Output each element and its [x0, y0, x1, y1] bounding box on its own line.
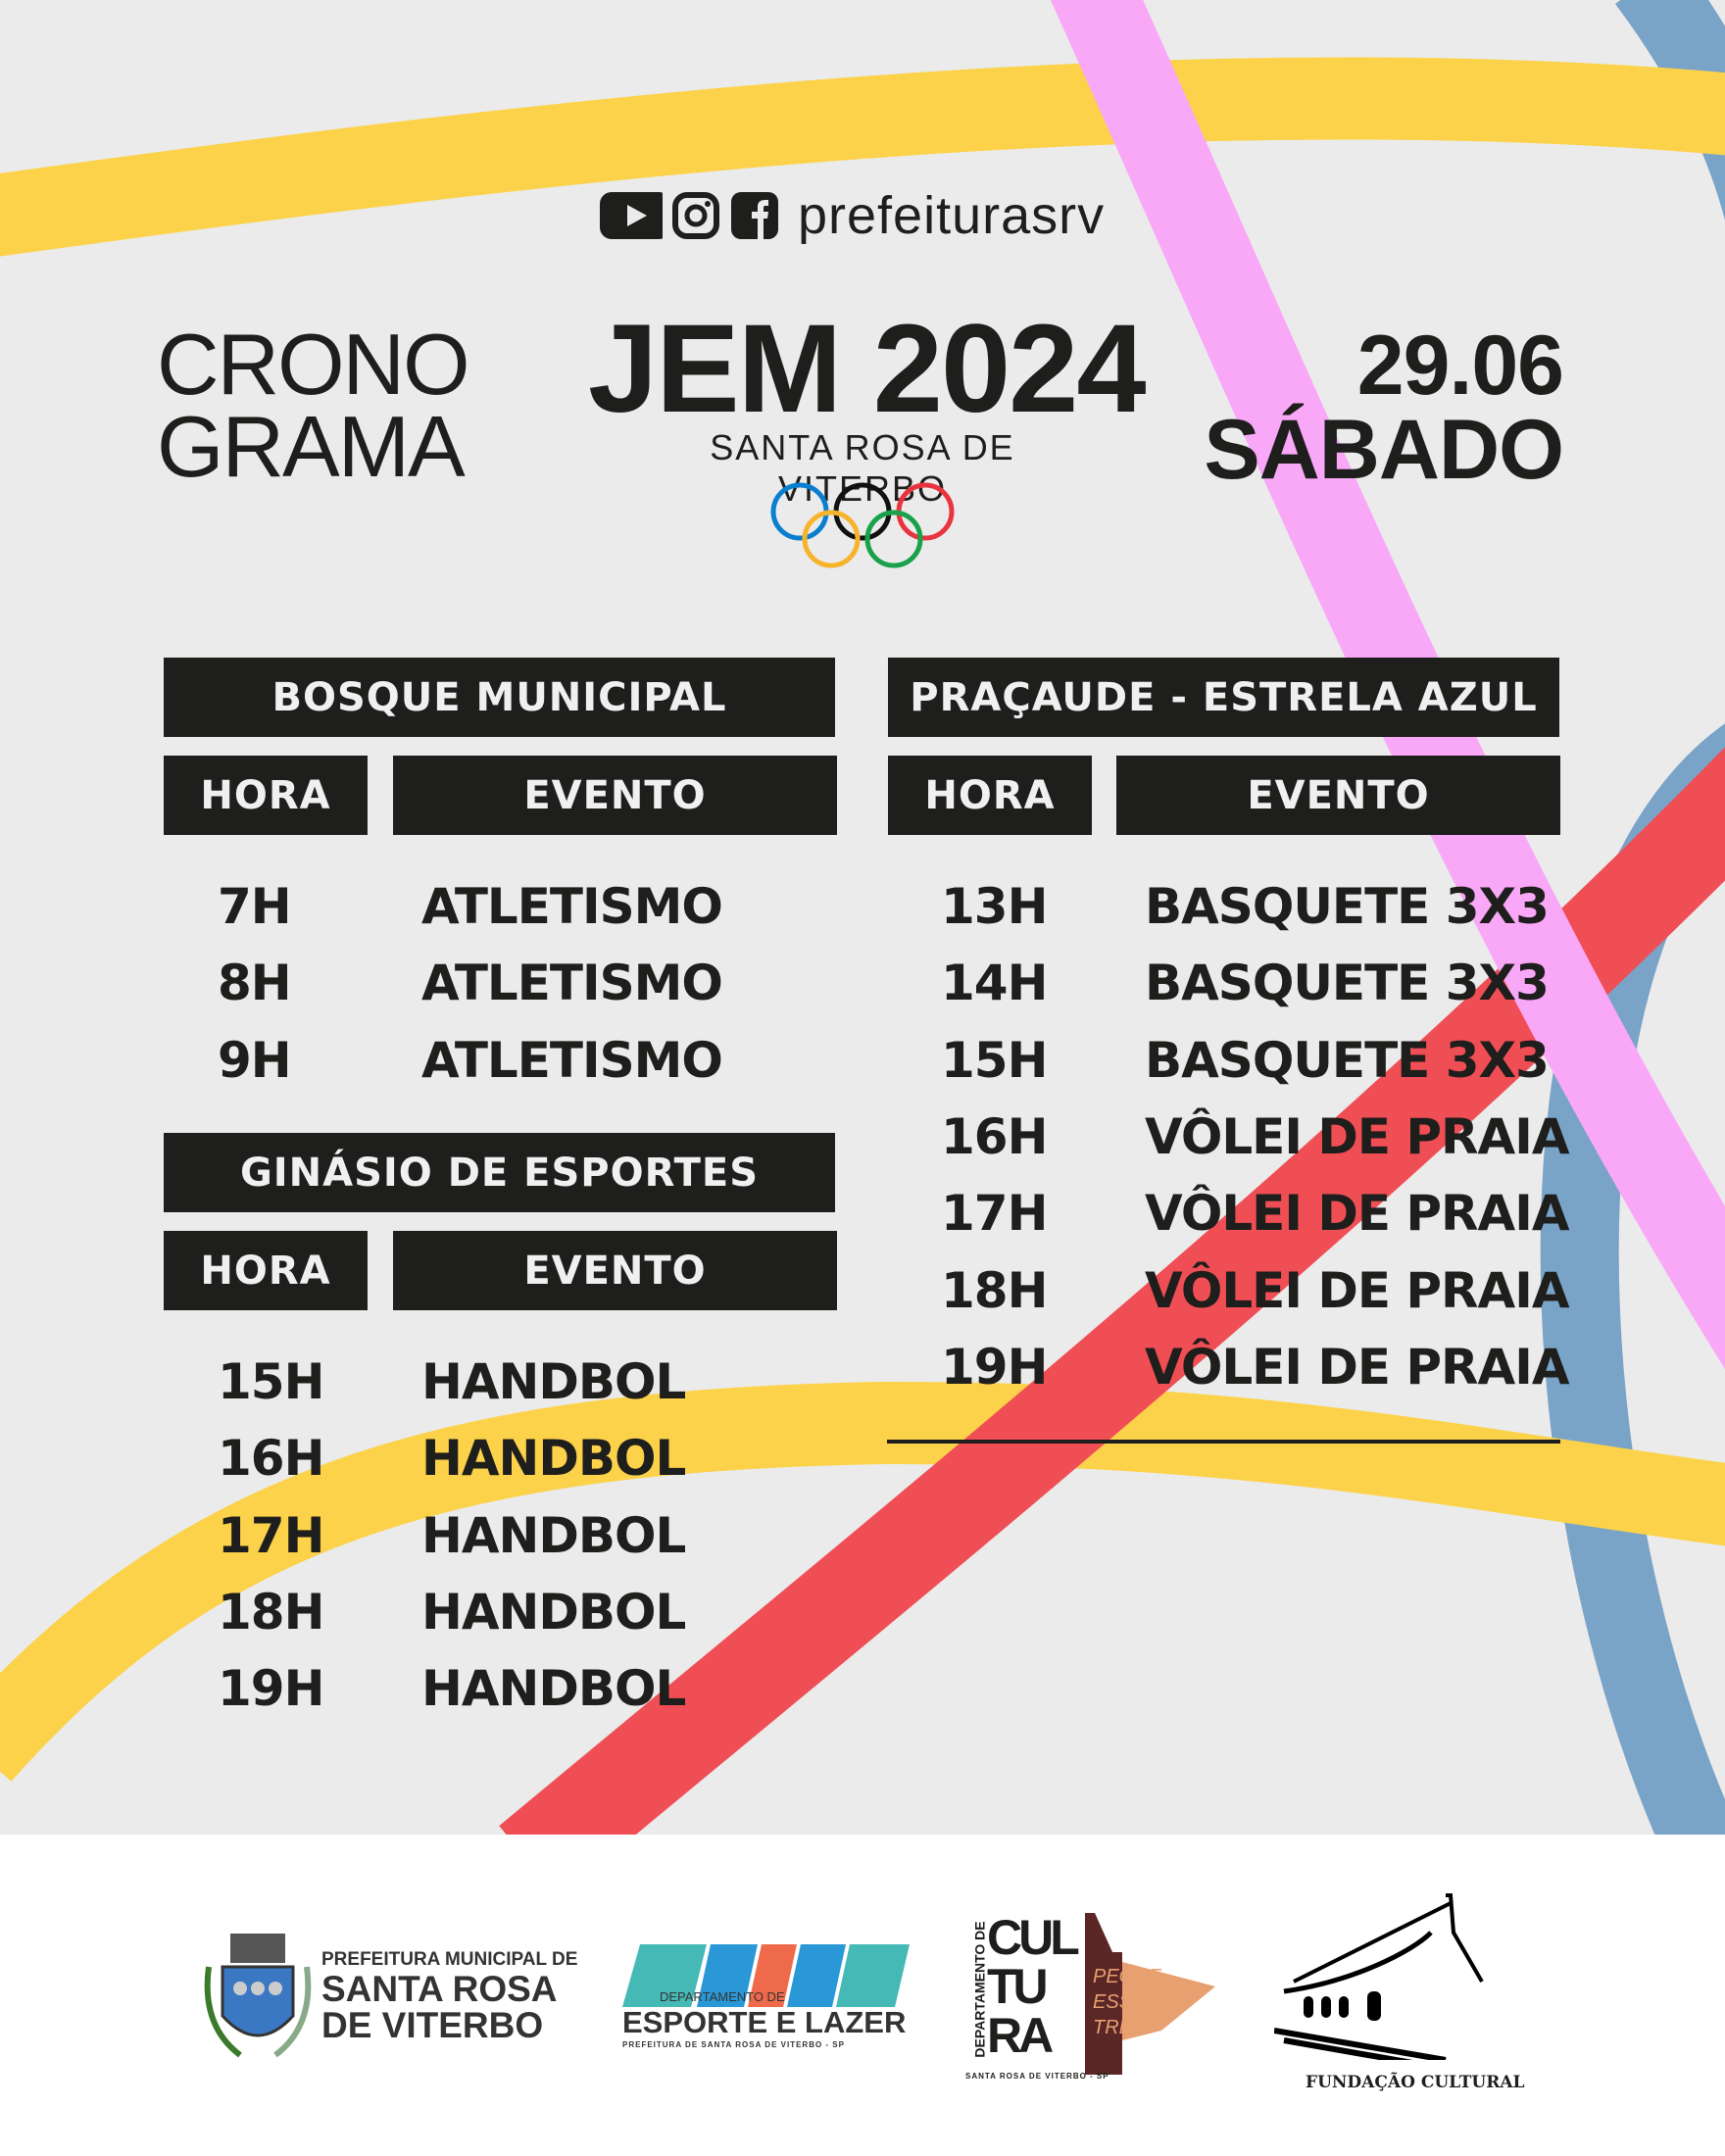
col-hora: HORA: [888, 756, 1092, 835]
decorative-ribbons: [0, 0, 1725, 1835]
slogan3: TREM!: [1093, 2017, 1155, 2038]
venue-header-bosque: BOSQUE MUNICIPAL: [164, 658, 835, 737]
weekday: SÁBADO: [1204, 403, 1564, 497]
cultura-logo: DEPARTAMENTO DE CUL TU RA PEGUE ESSE TRE…: [965, 1913, 1215, 2084]
instagram-icon[interactable]: [670, 190, 721, 241]
venue-header-praca: PRAÇAUDE - ESTRELA AZUL: [888, 658, 1559, 737]
event-city: SANTA ROSA DE VITERBO: [710, 427, 1015, 509]
row-hora: 8H: [218, 955, 292, 1012]
row-hora: 19H: [218, 1660, 324, 1718]
esporte-lazer-logo: DEPARTAMENTO DE ESPORTE E LAZER PREFEITU…: [620, 1942, 914, 2060]
row-hora: 17H: [941, 1185, 1048, 1243]
row-hora: 18H: [941, 1261, 1048, 1319]
cultura-l2: TU: [987, 1959, 1049, 2014]
esporte-line1: DEPARTAMENTO DE: [660, 1989, 785, 2004]
facebook-icon[interactable]: [729, 190, 780, 241]
cultura-graphic: [1085, 1913, 1215, 2075]
poster: prefeiturasrv CRONO GRAMA JEM 2024 SANTA…: [0, 0, 1725, 1835]
title-line-2: GRAMA: [157, 398, 466, 495]
row-hora: 15H: [218, 1353, 324, 1410]
row-evento: HANDBOL: [421, 1430, 686, 1488]
row-evento: HANDBOL: [421, 1506, 686, 1564]
row-hora: 19H: [941, 1338, 1048, 1396]
row-evento: BASQUETE 3X3: [1145, 955, 1550, 1012]
date: 29.06: [1356, 318, 1564, 413]
pink-ribbon: [1050, 0, 1725, 1370]
sports-icons: [622, 1944, 910, 2007]
fundacao-name: FUNDAÇÃO CULTURAL: [1306, 2073, 1525, 2092]
building-icon: [1273, 1893, 1484, 2071]
olympic-rings-icon: [770, 482, 955, 568]
yellow-ribbon-bottom: [0, 1381, 1725, 1782]
row-evento: HANDBOL: [421, 1660, 686, 1718]
row-hora: 17H: [218, 1506, 324, 1564]
event-title: JEM 2024: [588, 299, 1146, 439]
row-hora: 15H: [941, 1031, 1048, 1089]
social-handle-row: prefeiturasrv: [600, 186, 1106, 245]
slogan1: PEGUE: [1093, 1966, 1162, 1987]
city-coat-of-arms-icon: [204, 1934, 312, 2058]
title-line-1: CRONO: [157, 316, 470, 413]
prefeitura-line3: DE VITERBO: [321, 2005, 544, 2045]
cultura-l1: CUL: [987, 1910, 1080, 1965]
youtube-icon[interactable]: [600, 190, 663, 241]
col-hora: HORA: [164, 1231, 368, 1310]
row-evento: ATLETISMO: [421, 955, 723, 1012]
social-handle[interactable]: prefeiturasrv: [798, 186, 1106, 245]
col-evento: EVENTO: [393, 1231, 837, 1310]
sponsor-footer: PREFEITURA MUNICIPAL DE SANTA ROSA DE VI…: [0, 1835, 1725, 2156]
slogan2: ESSE: [1093, 1991, 1146, 2013]
row-evento: VÔLEI DE PRAIA: [1145, 1185, 1570, 1243]
venue-header-ginasio: GINÁSIO DE ESPORTES: [164, 1133, 835, 1212]
prefeitura-line1: PREFEITURA MUNICIPAL DE: [321, 1949, 578, 1970]
yellow-ribbon-top: [0, 57, 1725, 257]
col-hora: HORA: [164, 756, 368, 835]
row-evento: BASQUETE 3X3: [1145, 878, 1550, 935]
row-hora: 13H: [941, 878, 1048, 935]
divider-line: [887, 1440, 1560, 1444]
row-hora: 14H: [941, 955, 1048, 1012]
cultura-l3: RA: [987, 2008, 1054, 2063]
row-evento: ATLETISMO: [421, 878, 723, 935]
row-evento: VÔLEI DE PRAIA: [1145, 1107, 1570, 1165]
esporte-line3: PREFEITURA DE SANTA ROSA DE VITERBO - SP: [622, 2040, 845, 2049]
row-evento: HANDBOL: [421, 1583, 686, 1641]
row-evento: HANDBOL: [421, 1353, 686, 1410]
row-hora: 7H: [218, 878, 292, 935]
col-evento: EVENTO: [393, 756, 837, 835]
prefeitura-line2: SANTA ROSA: [321, 1969, 558, 2009]
row-evento: VÔLEI DE PRAIA: [1145, 1261, 1570, 1319]
row-hora: 18H: [218, 1583, 324, 1641]
fundacao-cultural-logo: FUNDAÇÃO CULTURAL: [1273, 1893, 1529, 2099]
esporte-line2: ESPORTE E LAZER: [622, 2005, 907, 2039]
row-evento: ATLETISMO: [421, 1031, 723, 1089]
col-evento: EVENTO: [1116, 756, 1560, 835]
row-hora: 9H: [218, 1031, 292, 1089]
row-hora: 16H: [218, 1430, 324, 1488]
cultura-bottom: SANTA ROSA DE VITERBO - SP: [965, 2072, 1109, 2081]
schedule-title: CRONO GRAMA: [157, 316, 470, 495]
event-date: 29.06 SÁBADO: [1204, 318, 1564, 497]
row-evento: VÔLEI DE PRAIA: [1145, 1338, 1570, 1396]
row-evento: BASQUETE 3X3: [1145, 1031, 1550, 1089]
row-hora: 16H: [941, 1107, 1048, 1165]
cultura-vertical-text: DEPARTAMENTO DE: [971, 1921, 988, 2058]
